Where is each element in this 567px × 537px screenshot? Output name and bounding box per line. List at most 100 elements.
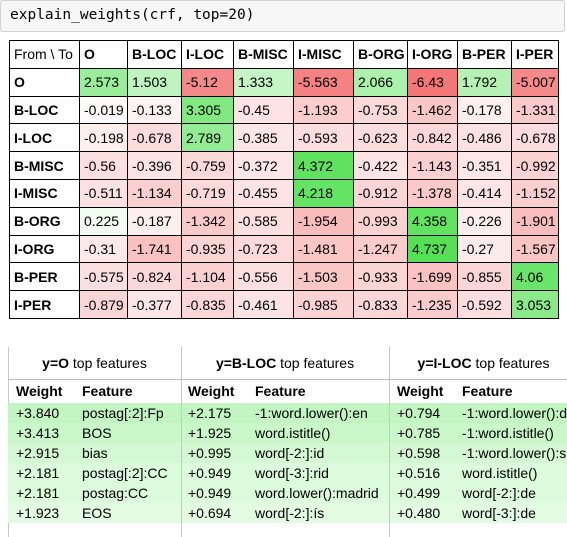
transition-weight-cell: -0.753: [353, 95, 408, 125]
transition-weight-cell: -0.824: [127, 262, 182, 292]
feature-name: -1:word.lower():de: [462, 405, 567, 421]
feature-row: +3.413 BOS: [8, 423, 181, 443]
transition-weight-cell: -0.455: [233, 178, 294, 208]
transition-weight-cell: -0.993: [353, 206, 408, 236]
feature-table-suffix: top features: [475, 355, 550, 371]
transition-weight-cell: -0.879: [79, 290, 128, 319]
code-cell[interactable]: explain_weights(crf, top=20): [0, 0, 565, 32]
transition-weight-cell: -1.247: [353, 234, 408, 264]
transition-weight-cell: -0.855: [457, 262, 512, 292]
transition-weight-cell: -0.992: [511, 151, 559, 180]
transition-row: I-LOC -0.198 -0.678 2.789 -0.385 -0.593 -0.623…: [9, 123, 559, 153]
transition-weight-cell: 1.792: [457, 67, 512, 97]
feature-row: +1.923 EOS: [8, 503, 181, 523]
feature-weight: +0.949: [188, 485, 232, 501]
code-cell-text: explain_weights(crf, top=20): [10, 7, 255, 23]
feature-weight: +0.499: [397, 485, 441, 501]
feature-table-suffix: top features: [280, 355, 355, 371]
feature-weight: +3.840: [16, 405, 60, 421]
feature-table-label: y=B-LOC: [215, 355, 277, 371]
feature-row: +0.480 word[-3:]:de: [389, 503, 567, 523]
transition-weight-cell: -0.593: [293, 123, 354, 153]
feature-weight: +2.915: [16, 445, 60, 461]
transition-weight-cell: -1.901: [511, 206, 559, 236]
feature-row: +1.925 word.istitle(): [181, 423, 389, 443]
from-label-b-org: B-ORG: [9, 206, 80, 236]
feature-table-suffix: top features: [72, 355, 147, 371]
transition-weight-cell: 4.737: [407, 234, 458, 264]
transition-weight-cell: -0.935: [181, 234, 234, 264]
feature-weight: +0.949: [188, 465, 232, 481]
feature-weight: +0.694: [188, 505, 232, 521]
feature-column-header: Feature: [462, 383, 513, 399]
feature-row: +2.175 -1:word.lower():en: [181, 403, 389, 423]
feature-weight: +2.181: [16, 465, 60, 481]
from-label-i-misc: I-MISC: [9, 178, 80, 208]
transition-weight-cell: -0.226: [457, 206, 512, 236]
transition-weight-cell: 4.372: [293, 151, 354, 180]
transition-weight-cell: -0.019: [79, 95, 128, 125]
from-label-i-loc: I-LOC: [9, 123, 80, 153]
feature-weight: +0.794: [397, 405, 441, 421]
transition-weight-cell: -0.511: [79, 178, 128, 208]
feature-table-label: y=I-LOC: [417, 355, 472, 371]
transition-weight-cell: -1.342: [181, 206, 234, 236]
feature-weight: +1.925: [188, 425, 232, 441]
transition-weight-cell: -1.481: [293, 234, 354, 264]
column-divider: [389, 347, 390, 537]
feature-name: postag:CC: [82, 485, 149, 501]
feature-weight: +0.598: [397, 445, 441, 461]
transition-weight-cell: -1.378: [407, 178, 458, 208]
transition-weight-cell: -0.377: [127, 290, 182, 319]
feature-name: word[-2:]:ís: [255, 505, 325, 521]
transition-weight-cell: -0.396: [127, 151, 182, 180]
transition-weight-cell: 1.503: [127, 67, 182, 97]
feature-weight: +0.785: [397, 425, 441, 441]
feature-table-title: y=O top features: [8, 347, 181, 379]
transition-weight-cell: -0.198: [79, 123, 128, 153]
transition-weight-cell: -0.461: [233, 290, 294, 319]
feature-weight: +2.181: [16, 485, 60, 501]
transition-weight-cell: -1.143: [407, 151, 458, 180]
feature-table-title: y=I-LOC top features: [389, 347, 567, 379]
transition-weight-cell: -0.385: [233, 123, 294, 153]
transition-weight-cell: -0.842: [407, 123, 458, 153]
transition-weight-cell: 2.573: [79, 67, 128, 97]
transition-weight-cell: -0.912: [353, 178, 408, 208]
feature-weight: +0.995: [188, 445, 232, 461]
feature-name: EOS: [82, 505, 112, 521]
transition-row: B-PER -0.575 -0.824 -1.104 -0.556 -1.503 -0.93…: [9, 262, 559, 292]
transition-weight-cell: -1.954: [293, 206, 354, 236]
transition-weight-cell: -0.187: [127, 206, 182, 236]
title-divider: [389, 379, 567, 380]
corner-label: From \ To: [9, 40, 80, 69]
transition-weight-cell: -0.585: [233, 206, 294, 236]
transition-weight-cell: -0.719: [181, 178, 234, 208]
transition-weight-cell: -0.351: [457, 151, 512, 180]
feature-row: +3.840 postag[:2]:Fp: [8, 403, 181, 423]
transition-weight-cell: -0.623: [353, 123, 408, 153]
to-label-b-per: B-PER: [457, 40, 512, 69]
transition-row: B-ORG 0.225 -0.187 -1.342 -0.585 -1.954 -0.993…: [9, 206, 559, 236]
feature-weight: +0.480: [397, 505, 441, 521]
feature-table-label: y=O: [42, 355, 70, 371]
feature-row: +0.995 word[-2:]:id: [181, 443, 389, 463]
transition-weight-cell: -0.45: [233, 95, 294, 125]
transition-weight-cell: -0.133: [127, 95, 182, 125]
feature-row: +0.949 word[-3:]:rid: [181, 463, 389, 483]
transition-weight-cell: -0.575: [79, 262, 128, 292]
to-label-i-org: I-ORG: [407, 40, 458, 69]
feature-name: -1:word.istitle(): [462, 425, 554, 441]
feature-table-title: y=B-LOC top features: [181, 347, 389, 379]
transition-weight-cell: -0.27: [457, 234, 512, 264]
transition-weight-cell: -0.56: [79, 151, 128, 180]
title-divider: [181, 379, 389, 380]
to-label-b-misc: B-MISC: [233, 40, 294, 69]
transition-weight-cell: -1.699: [407, 262, 458, 292]
transition-weight-cell: -0.178: [457, 95, 512, 125]
transition-row: I-ORG -0.31 -1.741 -0.935 -0.723 -1.481 -1.247…: [9, 234, 559, 264]
transition-weight-cell: -1.567: [511, 234, 559, 264]
to-label-i-misc: I-MISC: [293, 40, 354, 69]
feature-table-i-loc: y=I-LOC top features Weight Feature +0.794 -…: [389, 347, 567, 537]
transition-weight-cell: -1.462: [407, 95, 458, 125]
